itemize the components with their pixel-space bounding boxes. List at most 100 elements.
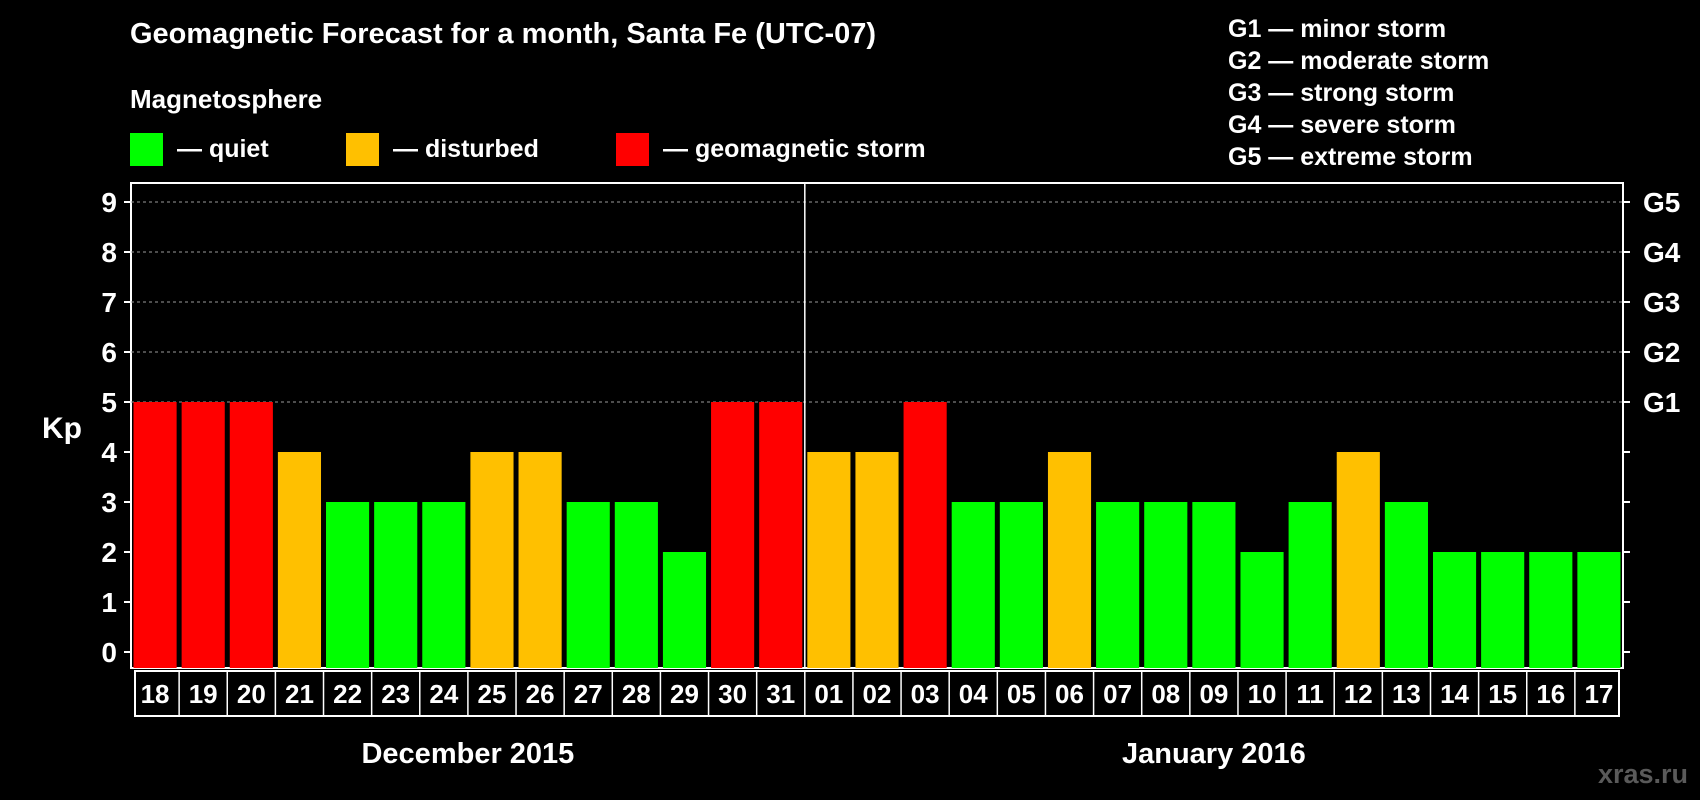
x-tick-label: 17 [1584, 679, 1613, 709]
kp-bar [1529, 552, 1573, 668]
legend-quiet-swatch [130, 133, 163, 166]
x-tick-label: 01 [814, 679, 843, 709]
y-tick-label: 9 [101, 187, 117, 218]
kp-bar [229, 402, 273, 668]
y-tick-label: 0 [101, 637, 117, 668]
x-tick-label: 27 [574, 679, 603, 709]
legend-storm-label: — geomagnetic storm [663, 135, 926, 163]
x-tick-label: 02 [863, 679, 892, 709]
storm-scale-g2: G2 — moderate storm [1228, 47, 1490, 75]
y-axis-label: Kp [42, 412, 82, 445]
kp-bar [1144, 502, 1188, 668]
kp-bar [903, 402, 947, 668]
y-tick-label: 5 [101, 387, 117, 418]
x-tick-label: 16 [1536, 679, 1565, 709]
g-scale-label: G1 [1643, 387, 1680, 418]
magnetosphere-heading: Magnetosphere [130, 84, 323, 114]
x-tick-label: 12 [1344, 679, 1373, 709]
kp-bar [855, 452, 899, 668]
x-tick-label: 13 [1392, 679, 1421, 709]
x-tick-label: 04 [959, 679, 988, 709]
kp-bar [807, 452, 851, 668]
x-tick-label: 08 [1151, 679, 1180, 709]
kp-bar [181, 402, 225, 668]
x-tick-label: 22 [333, 679, 362, 709]
kp-bar [422, 502, 466, 668]
brand-watermark: xras.ru [1597, 759, 1688, 789]
x-tick-label: 29 [670, 679, 699, 709]
x-tick-label: 06 [1055, 679, 1084, 709]
legend-disturbed: — disturbed [346, 133, 539, 166]
kp-bar [614, 502, 658, 668]
x-tick-label: 26 [526, 679, 555, 709]
x-tick-label: 18 [141, 679, 170, 709]
g-scale-label: G4 [1643, 237, 1681, 268]
kp-bar [1577, 552, 1621, 668]
legend-disturbed-swatch [346, 133, 379, 166]
x-tick-label: 24 [429, 679, 458, 709]
storm-scale-g1: G1 — minor storm [1228, 15, 1447, 43]
kp-bar [326, 502, 370, 668]
kp-bar [662, 552, 707, 668]
kp-bar [759, 402, 803, 668]
kp-bar [133, 402, 177, 668]
legend-storm-swatch [616, 133, 649, 166]
chart-title: Geomagnetic Forecast for a month, Santa … [130, 18, 877, 50]
x-tick-label: 30 [718, 679, 747, 709]
x-tick-label: 21 [285, 679, 314, 709]
kp-bar [1240, 552, 1284, 668]
x-tick-label: 20 [237, 679, 266, 709]
storm-scale-legend: G1 — minor storm G2 — moderate storm G3 … [1228, 13, 1489, 173]
kp-bar [1096, 502, 1140, 668]
x-tick-label: 23 [381, 679, 410, 709]
kp-bar [470, 452, 514, 668]
x-tick-label: 15 [1488, 679, 1517, 709]
kp-bar [1288, 502, 1332, 668]
x-tick-label: 25 [478, 679, 507, 709]
y-tick-label: 8 [101, 237, 117, 268]
kp-bar [374, 502, 418, 668]
month-label: December 2015 [361, 738, 574, 770]
x-tick-label: 05 [1007, 679, 1036, 709]
x-tick-label: 19 [189, 679, 218, 709]
kp-bar [1047, 452, 1092, 668]
x-tick-label: 07 [1103, 679, 1132, 709]
y-tick-label: 7 [101, 287, 117, 318]
kp-bar [566, 502, 610, 668]
legend-disturbed-label: — disturbed [393, 135, 539, 163]
y-tick-label: 3 [101, 487, 117, 518]
kp-bar [951, 502, 995, 668]
kp-bar [1432, 552, 1477, 668]
x-tick-label: 28 [622, 679, 651, 709]
legend-quiet: — quiet [130, 133, 269, 166]
legend-storm: — geomagnetic storm [616, 133, 926, 166]
x-tick-label: 11 [1296, 679, 1324, 709]
storm-scale-g5: G5 — extreme storm [1228, 143, 1473, 171]
date-row-frame [134, 670, 1620, 717]
kp-bar [518, 452, 562, 668]
month-label: January 2016 [1122, 738, 1306, 770]
kp-bar [1336, 452, 1380, 668]
y-tick-label: 2 [101, 537, 117, 568]
legend-quiet-label: — quiet [177, 135, 269, 163]
g-scale-label: G5 [1643, 187, 1680, 218]
x-tick-label: 03 [911, 679, 940, 709]
kp-bar [999, 502, 1043, 668]
x-tick-label: 14 [1440, 679, 1469, 709]
kp-bar [1192, 502, 1236, 668]
kp-bar [1481, 552, 1525, 668]
x-tick-label: 31 [766, 679, 795, 709]
x-tick-label: 10 [1248, 679, 1277, 709]
g-scale-label: G2 [1643, 337, 1680, 368]
y-tick-label: 6 [101, 337, 117, 368]
kp-bar [1384, 502, 1428, 668]
x-tick-label: 09 [1199, 679, 1228, 709]
g-scale-label: G3 [1643, 287, 1680, 318]
y-tick-label: 1 [101, 587, 117, 618]
kp-bar [711, 402, 755, 668]
storm-scale-g3: G3 — strong storm [1228, 79, 1455, 107]
storm-scale-g4: G4 — severe storm [1228, 111, 1456, 139]
y-tick-label: 4 [101, 437, 117, 468]
kp-bar [277, 452, 322, 668]
